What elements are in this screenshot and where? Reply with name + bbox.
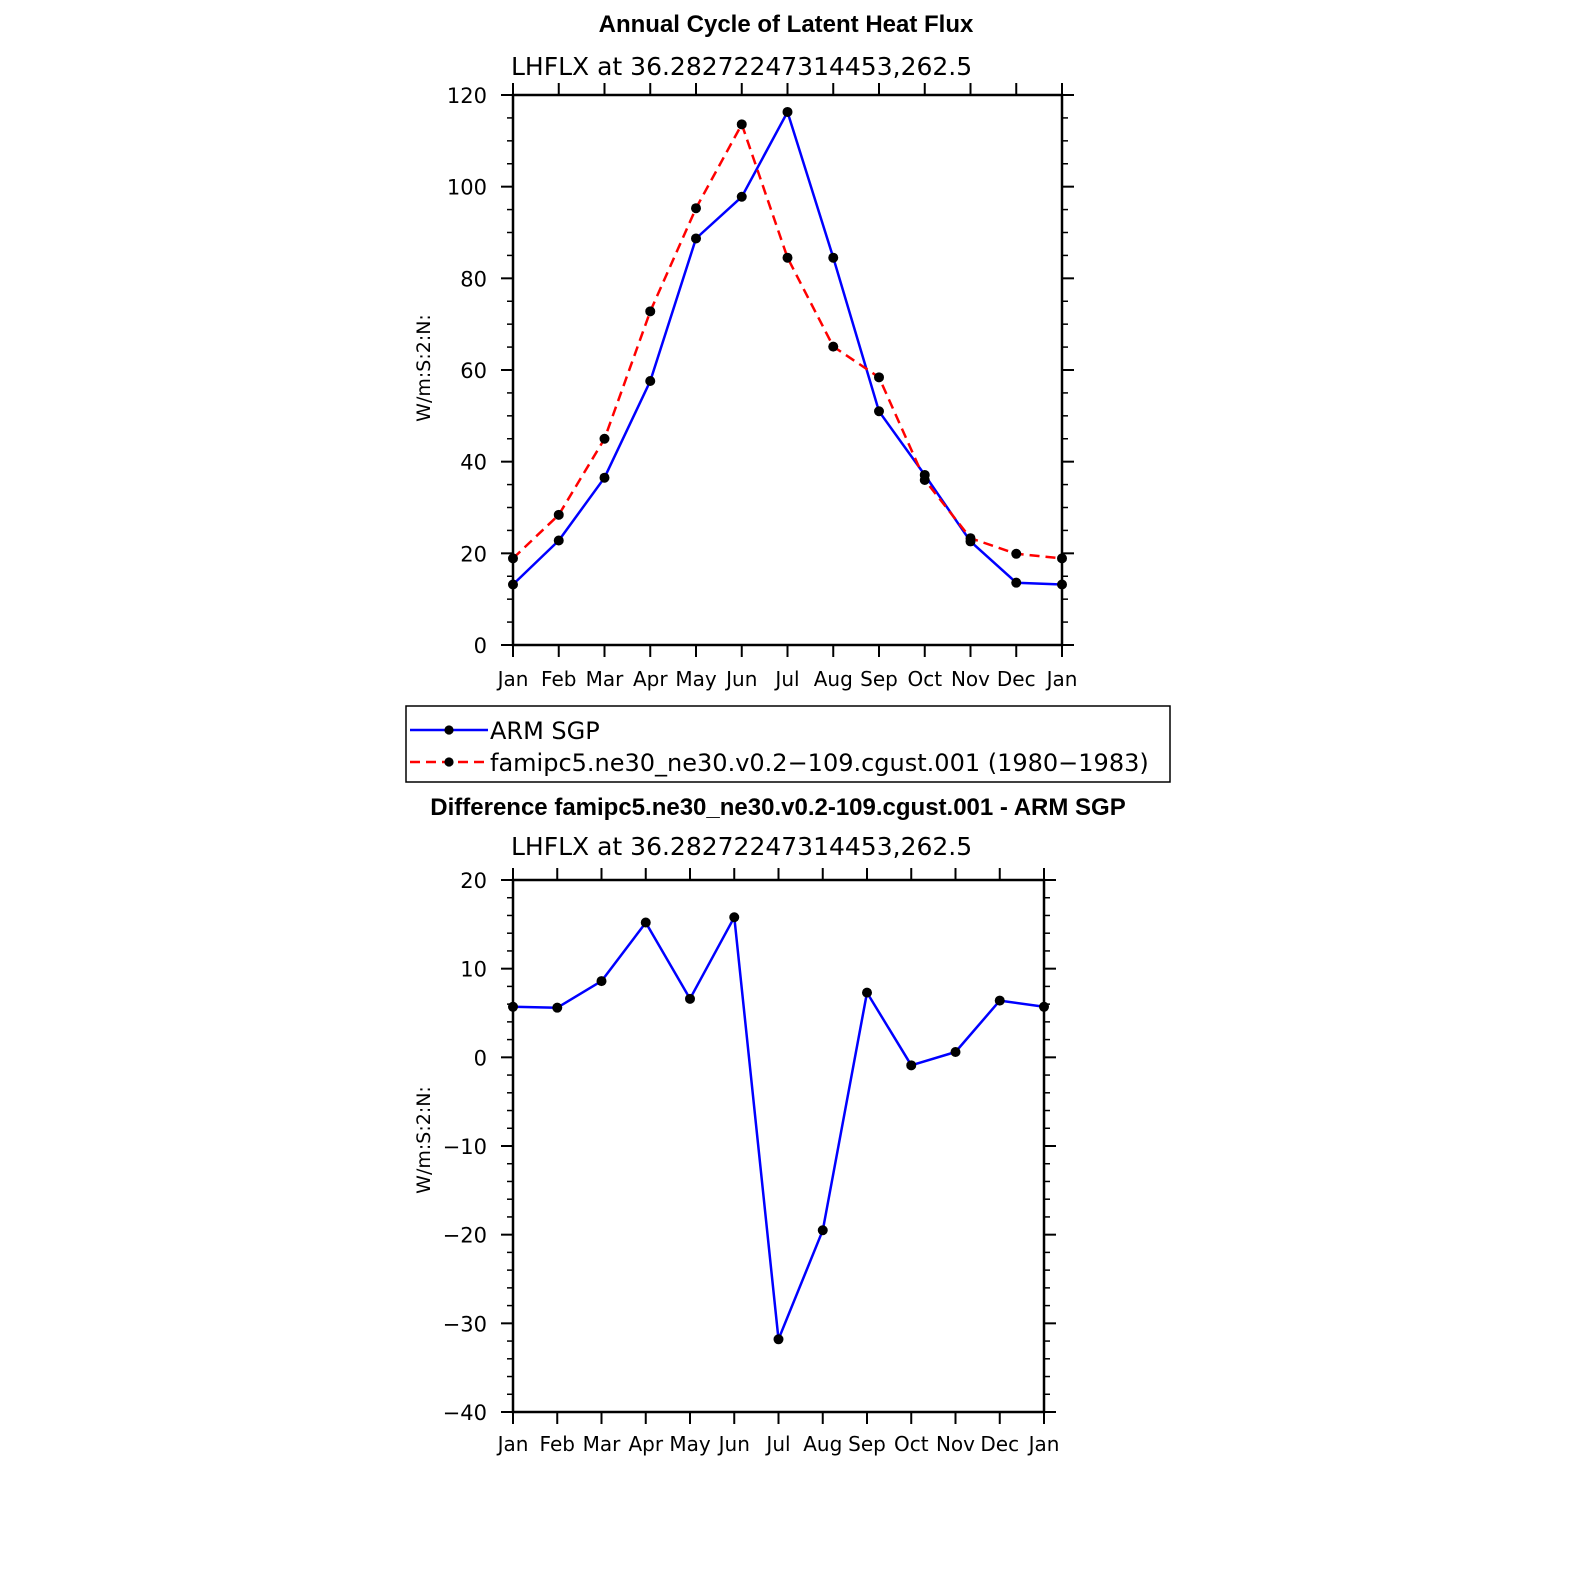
x-tick-label: May [669, 1432, 711, 1456]
series-line-1 [512, 123, 1063, 560]
data-point-0 [599, 472, 610, 483]
data-point-1 [736, 119, 747, 130]
y-tick-label: 20 [460, 869, 487, 893]
data-point-1 [553, 509, 564, 520]
data-point-1 [691, 203, 701, 214]
y-tick-label: 20 [460, 542, 487, 566]
x-tick-label: Sep [860, 667, 898, 691]
plot-marks: −40 −30 −20 −10 0 10 20 Jan Feb Mar Apr May Jun Jul Au… [443, 868, 1060, 1456]
x-tick-label: Apr [628, 1432, 663, 1456]
y-tick-label: −20 [443, 1224, 487, 1248]
data-point-0 [508, 579, 518, 590]
legend-label-arm-sgp: ARM SGP [490, 717, 600, 745]
difference-chart: Difference famipc5.ne30_ne30.v0.2-109.cg… [413, 794, 1126, 1456]
data-point-0 [1039, 1001, 1049, 1012]
y-axis-label: W/m:S:2:N: [413, 314, 435, 422]
data-point-0 [1011, 577, 1022, 588]
x-tick-label: Mar [583, 1432, 622, 1456]
data-point-0 [1057, 579, 1067, 590]
x-tick-label: Jul [764, 1432, 790, 1456]
data-point-1 [828, 341, 839, 352]
data-point-0 [736, 191, 747, 202]
data-point-1 [919, 475, 930, 485]
data-point-0 [508, 1001, 518, 1012]
legend-marker-model [444, 757, 454, 767]
data-point-0 [729, 912, 740, 923]
y-tick-label: 40 [460, 451, 487, 475]
y-tick-label: 100 [447, 176, 487, 200]
y-tick-label: 0 [474, 1046, 487, 1070]
data-point-1 [782, 252, 793, 263]
y-axis-label: W/m:S:2:N: [413, 1086, 435, 1194]
x-tick-label: Jan [1027, 1432, 1060, 1456]
x-tick-label: Feb [541, 667, 576, 691]
data-point-1 [965, 533, 976, 544]
data-point-0 [950, 1047, 961, 1058]
x-tick-label: Aug [803, 1432, 842, 1456]
x-tick-label: Feb [540, 1432, 575, 1456]
y-tick-label: 80 [460, 267, 487, 291]
data-point-0 [596, 976, 607, 987]
x-tick-label: Oct [894, 1432, 929, 1456]
x-tick-label: Jun [724, 667, 757, 691]
x-tick-label: Jan [496, 1432, 529, 1456]
x-tick-label: Jan [496, 667, 529, 691]
data-point-1 [508, 553, 518, 564]
x-tick-label: Oct [907, 667, 942, 691]
y-tick-label: −40 [443, 1401, 487, 1425]
data-point-0 [874, 406, 884, 417]
x-tick-label: Apr [633, 667, 668, 691]
x-tick-label: Jan [1045, 667, 1078, 691]
data-point-1 [1011, 548, 1022, 559]
data-point-0 [553, 535, 564, 546]
y-tick-label: −30 [443, 1312, 487, 1336]
data-point-1 [1057, 553, 1067, 564]
chart-subtitle: LHFLX at 36.28272247314453,262.5 [511, 832, 972, 861]
series-line-0 [512, 915, 1045, 1341]
x-tick-label: Dec [997, 667, 1036, 691]
data-point-0 [906, 1060, 917, 1071]
legend-marker-arm-sgp [444, 725, 454, 735]
y-tick-label: 10 [460, 958, 487, 982]
y-tick-label: 120 [447, 84, 487, 108]
x-tick-label: Dec [980, 1432, 1019, 1456]
data-point-0 [773, 1334, 784, 1345]
data-point-0 [817, 1225, 828, 1236]
x-tick-label: May [675, 667, 717, 691]
data-point-0 [828, 252, 839, 263]
data-point-0 [552, 1002, 563, 1013]
y-tick-label: −10 [443, 1135, 487, 1159]
annual-cycle-chart: Annual Cycle of Latent Heat Flux LHFLX a… [413, 11, 1077, 691]
x-tick-label: Jul [773, 667, 799, 691]
chart-title: Annual Cycle of Latent Heat Flux [599, 11, 974, 38]
data-point-0 [691, 233, 701, 244]
data-point-0 [862, 987, 872, 998]
y-tick-label: 60 [460, 359, 487, 383]
legend-label-model: famipc5.ne30_ne30.v0.2−109.cgust.001 (19… [490, 749, 1149, 777]
data-point-0 [645, 376, 656, 386]
plot-frame [511, 93, 1064, 647]
y-tick-label: 0 [474, 634, 487, 658]
legend-box [405, 705, 1171, 783]
x-tick-label: Nov [951, 667, 990, 691]
data-point-0 [782, 106, 793, 117]
data-point-1 [599, 433, 610, 444]
data-point-1 [874, 372, 884, 383]
data-point-1 [645, 306, 656, 317]
series-line-0 [512, 110, 1063, 586]
legend: ARM SGP famipc5.ne30_ne30.v0.2−109.cgust… [405, 705, 1171, 783]
data-point-0 [640, 917, 651, 928]
data-point-0 [685, 993, 695, 1004]
data-point-0 [994, 995, 1005, 1006]
x-tick-label: Nov [936, 1432, 975, 1456]
x-tick-label: Jun [717, 1432, 750, 1456]
chart-title: Difference famipc5.ne30_ne30.v0.2-109.cg… [430, 794, 1125, 821]
plot-marks: 0 20 40 60 80 100 120 Jan Feb Mar Apr May Jun Jul Aug S… [447, 83, 1078, 691]
x-tick-label: Aug [814, 667, 853, 691]
chart-subtitle: LHFLX at 36.28272247314453,262.5 [511, 52, 972, 81]
x-tick-label: Sep [848, 1432, 886, 1456]
x-tick-label: Mar [586, 667, 625, 691]
